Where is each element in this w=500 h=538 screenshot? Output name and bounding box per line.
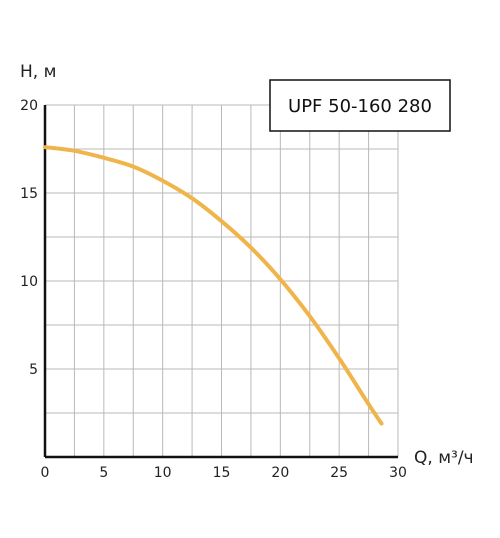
x-tick-label: 5 <box>99 465 108 481</box>
grid <box>45 105 398 457</box>
x-tick-label: 15 <box>213 465 231 481</box>
x-tick-label: 20 <box>271 465 289 481</box>
x-tick-label: 25 <box>330 465 348 481</box>
y-tick-label: 20 <box>20 98 38 114</box>
legend: UPF 50-160 280 <box>269 79 451 132</box>
axes <box>43 104 399 459</box>
tick-labels: 0 5 10 15 20 25 30 5 10 15 20 <box>20 98 407 481</box>
y-tick-label: 5 <box>29 362 38 378</box>
series-line <box>43 145 384 426</box>
x-axis-label: Q, м³/ч <box>414 448 474 468</box>
x-tick-label: 0 <box>41 465 50 481</box>
y-tick-label: 15 <box>20 186 38 202</box>
x-tick-label: 10 <box>154 465 172 481</box>
legend-box <box>269 79 451 132</box>
x-tick-label: 30 <box>389 465 407 481</box>
series-layer <box>43 145 384 426</box>
legend-entry: UPF 50-160 280 <box>288 96 432 117</box>
y-tick-label: 10 <box>20 274 38 290</box>
y-axis-label: H, м <box>20 62 56 82</box>
